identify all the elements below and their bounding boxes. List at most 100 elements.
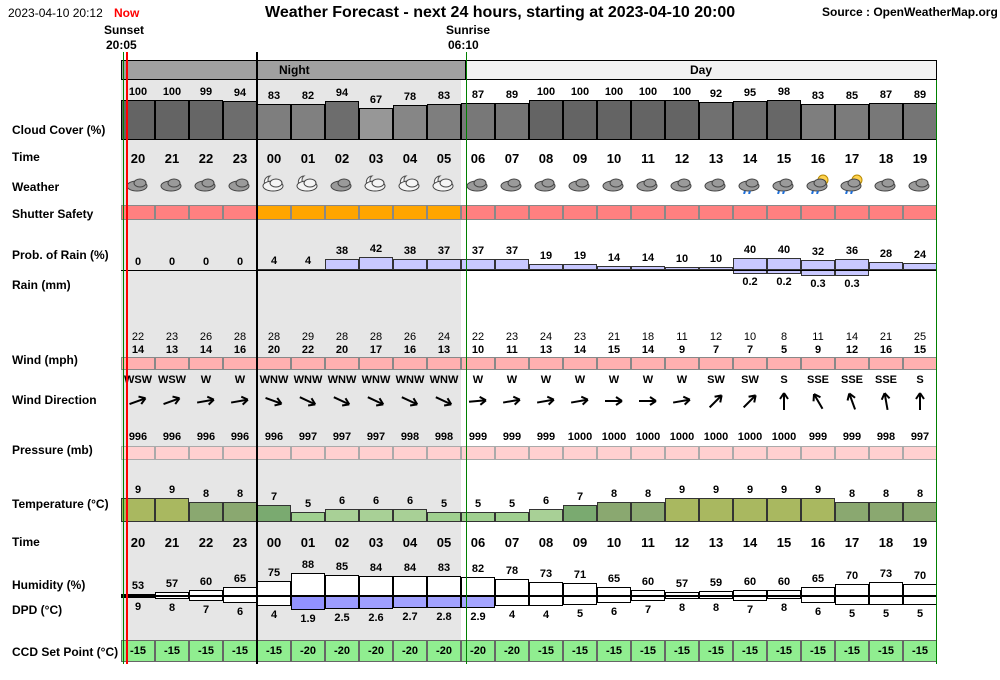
- wind-direction-label: SSE: [840, 374, 863, 386]
- cloud-value: 98: [777, 86, 791, 99]
- wind-direction-label: WNW: [293, 374, 323, 386]
- temperature-value: 9: [134, 484, 142, 496]
- wind-arrow-icon: [435, 396, 453, 407]
- dpd-bar: [903, 596, 937, 605]
- pressure-bar: [903, 446, 937, 460]
- rain-prob-bar: [597, 265, 631, 270]
- ccd-cell: -15: [155, 640, 189, 662]
- rain-prob-bar: [733, 258, 767, 270]
- wind-direction-label: S: [916, 374, 924, 386]
- wind-speed-value: 11: [506, 344, 518, 356]
- pressure-value: 997: [366, 431, 386, 443]
- dpd-value: 4: [270, 609, 278, 622]
- ccd-cell: -15: [767, 640, 801, 662]
- rain-prob-value: 38: [403, 244, 417, 257]
- temperature-bar: [257, 505, 291, 522]
- hour-label: 13: [708, 151, 724, 166]
- rain-prob-bar: [869, 261, 903, 270]
- temperature-value: 8: [882, 487, 890, 500]
- humidity-value: 60: [199, 576, 213, 588]
- temperature-value: 5: [304, 498, 312, 510]
- hour-label-bottom: 13: [708, 535, 724, 550]
- wind-gust-value: 29: [301, 331, 315, 343]
- temperature-bar: [291, 512, 325, 522]
- temperature-bar: [631, 501, 665, 522]
- hour-label: 23: [232, 151, 248, 166]
- wind-bar: [631, 357, 665, 370]
- cloud-bar: [903, 102, 937, 140]
- cloud-bar: [325, 101, 359, 140]
- wind-speed-value: 20: [267, 344, 281, 356]
- dpd-bar: [597, 596, 631, 603]
- pressure-bar: [699, 446, 733, 460]
- rain-prob-bar: [325, 258, 359, 270]
- dpd-bar: [529, 596, 563, 607]
- sunset-time: 20:05: [106, 38, 137, 52]
- humidity-value: 84: [369, 561, 383, 574]
- wind-bar: [495, 357, 529, 370]
- wind-gust-value: 26: [403, 331, 417, 343]
- moon-cloud-icon: [398, 175, 420, 192]
- wind-arrow-icon: [708, 394, 723, 409]
- hour-label: 09: [572, 151, 588, 166]
- temperature-bar: [869, 501, 903, 522]
- wind-arrow-icon: [401, 396, 419, 407]
- rain-cloud-icon: [738, 178, 760, 194]
- wind-bar: [461, 357, 495, 370]
- hour-label-bottom: 23: [232, 535, 248, 550]
- ccd-cell: -20: [393, 640, 427, 662]
- rain-prob-bar: [767, 258, 801, 270]
- cloud-bar: [767, 100, 801, 140]
- humidity-bar: [733, 590, 767, 596]
- humidity-value: 60: [777, 576, 791, 588]
- humidity-bar: [155, 591, 189, 596]
- temperature-bar: [325, 508, 359, 522]
- rain-prob-bar: [903, 262, 937, 270]
- dpd-bar: [359, 596, 393, 609]
- shutter-cell: [495, 205, 529, 220]
- cloud-value: 99: [199, 86, 213, 99]
- ccd-cell: -15: [597, 640, 631, 662]
- wind-bar: [155, 357, 189, 370]
- rain-prob-value: 42: [369, 243, 383, 256]
- temperature-bar: [495, 512, 529, 522]
- cloud-icon: [670, 178, 692, 192]
- humidity-bar: [835, 584, 869, 596]
- humidity-value: 78: [505, 565, 519, 578]
- wind-direction-label: SW: [707, 374, 725, 386]
- wind-arrow-icon: [742, 394, 757, 409]
- humidity-bar: [631, 590, 665, 596]
- humidity-bar: [291, 573, 325, 596]
- hour-label: 16: [810, 151, 826, 166]
- wind-arrow-icon: [812, 393, 824, 410]
- humidity-value: 75: [267, 567, 281, 579]
- wind-direction-label: WSW: [157, 374, 187, 386]
- humidity-bar: [869, 582, 903, 596]
- wind-arrow-icon: [468, 395, 487, 406]
- now-label: Now: [114, 6, 140, 20]
- hour-label-bottom: 08: [538, 535, 554, 550]
- wind-direction-label: S: [780, 374, 788, 386]
- wind-gust-value: 14: [845, 331, 859, 343]
- dpd-bar: [801, 596, 835, 603]
- cloud-value: 100: [604, 86, 624, 98]
- humidity-value: 57: [675, 577, 689, 590]
- dpd-value: 9: [134, 601, 142, 613]
- cloud-value: 87: [471, 89, 485, 102]
- ccd-cell: -15: [563, 640, 597, 662]
- ccd-cell: -15: [631, 640, 665, 662]
- label-wind: Wind (mph): [12, 353, 78, 367]
- wind-bar: [767, 357, 801, 370]
- wind-speed-value: 7: [746, 344, 754, 356]
- cloud-bar: [801, 104, 835, 140]
- wind-gust-value: 24: [539, 331, 553, 343]
- ccd-cell: -15: [189, 640, 223, 662]
- pressure-bar: [597, 446, 631, 460]
- cloud-bar: [495, 102, 529, 140]
- shutter-cell: [257, 205, 291, 220]
- rain-prob-value: 40: [777, 244, 791, 256]
- night-header-bar: [121, 60, 257, 80]
- rain-amount-value: 0.3: [844, 278, 860, 290]
- label-ccd-setpoint: CCD Set Point (°C): [12, 645, 119, 659]
